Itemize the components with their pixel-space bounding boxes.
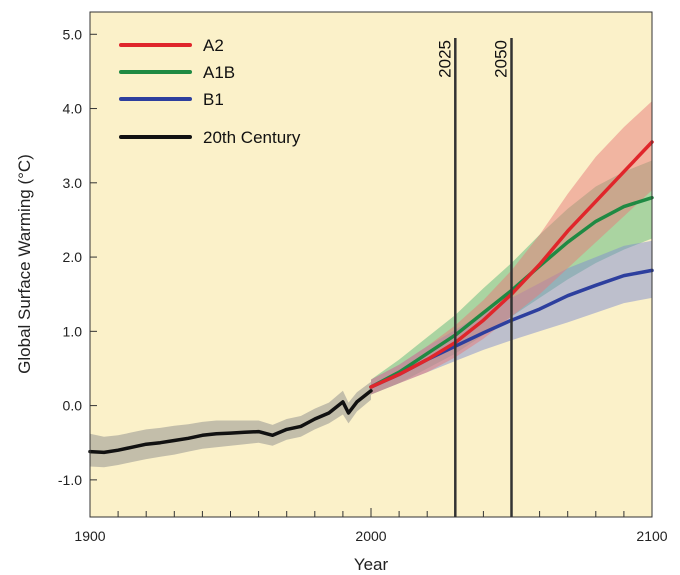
band-a2 bbox=[371, 101, 652, 395]
x-tick-label: 2100 bbox=[636, 528, 667, 544]
x-axis-title: Year bbox=[354, 555, 389, 574]
axes: -1.0 0.0 1.0 2.0 3.0 4.0 5.0 1900 2000 2100 bbox=[58, 26, 668, 544]
legend: A2 A1B B1 20th Century bbox=[119, 36, 301, 147]
legend-item-20th-century: 20th Century bbox=[119, 128, 301, 147]
legend-label: A1B bbox=[203, 63, 235, 82]
y-tick-label: -1.0 bbox=[58, 472, 82, 488]
band-20th-century bbox=[90, 381, 371, 468]
marker-label-2050: 2050 bbox=[492, 40, 511, 78]
legend-item-a1b: A1B bbox=[119, 63, 235, 82]
y-axis-title: Global Surface Warming (°C) bbox=[15, 154, 34, 374]
y-tick-label: 1.0 bbox=[63, 323, 83, 339]
legend-item-a2: A2 bbox=[119, 36, 224, 55]
legend-label: A2 bbox=[203, 36, 224, 55]
x-tick-label: 1900 bbox=[74, 528, 105, 544]
x-tick-label: 2000 bbox=[355, 528, 386, 544]
legend-label: 20th Century bbox=[203, 128, 301, 147]
vertical-markers: 2025 2050 bbox=[435, 38, 513, 517]
legend-item-b1: B1 bbox=[119, 90, 224, 109]
series-line-20th-century bbox=[88, 389, 373, 455]
y-tick-label: 3.0 bbox=[63, 175, 83, 191]
y-tick-label: 0.0 bbox=[63, 398, 83, 414]
y-tick-label: 4.0 bbox=[63, 101, 83, 117]
marker-label-2025: 2025 bbox=[435, 40, 454, 78]
y-tick-label: 2.0 bbox=[63, 249, 83, 265]
legend-label: B1 bbox=[203, 90, 224, 109]
y-tick-label: 5.0 bbox=[63, 26, 83, 42]
